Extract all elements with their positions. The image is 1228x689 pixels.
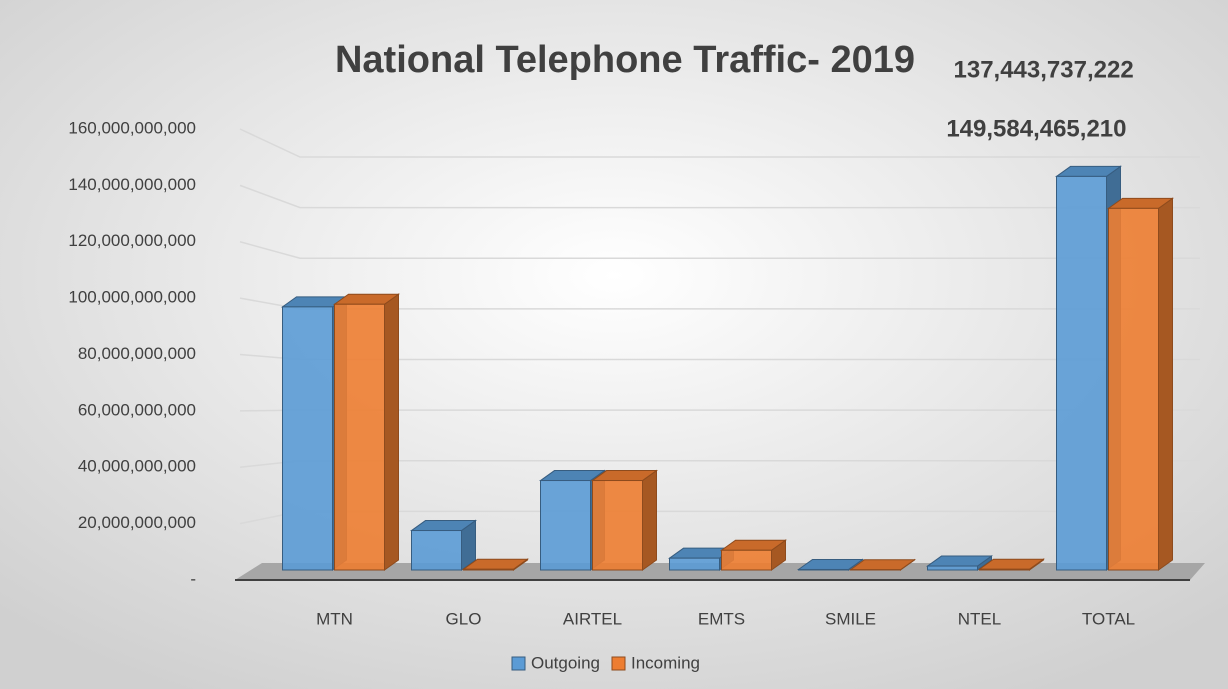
bar	[411, 530, 462, 571]
x-tick-label: NTEL	[958, 609, 1001, 628]
y-tick-label: 80,000,000,000	[78, 344, 196, 363]
x-tick-label: AIRTEL	[563, 609, 622, 628]
bar-side	[384, 293, 399, 571]
y-tick-label: 40,000,000,000	[78, 457, 196, 476]
data-label: 137,443,737,222	[954, 57, 1134, 84]
bar-side	[642, 469, 657, 571]
bar	[1108, 207, 1159, 571]
bar	[592, 480, 643, 571]
bar	[282, 306, 333, 571]
grid-line	[239, 184, 1200, 209]
legend-label: Incoming	[631, 653, 700, 672]
y-tick-label: 140,000,000,000	[68, 175, 196, 194]
x-tick-label: GLO	[446, 609, 482, 628]
y-tick-label: -	[190, 569, 196, 588]
grid-line	[239, 128, 1200, 158]
x-tick-label: SMILE	[825, 609, 876, 628]
y-tick-label: 60,000,000,000	[78, 400, 196, 419]
bar	[721, 549, 772, 571]
y-tick-label: 100,000,000,000	[68, 288, 196, 307]
bar	[463, 568, 514, 571]
bar	[798, 568, 849, 571]
y-tick-label: 160,000,000,000	[68, 118, 196, 137]
legend-swatch	[511, 656, 526, 671]
bar	[927, 565, 978, 571]
legend-label: Outgoing	[531, 653, 600, 672]
bar-side	[1158, 197, 1173, 571]
chart-title: National Telephone Traffic- 2019	[335, 39, 915, 81]
y-tick-label: 120,000,000,000	[68, 231, 196, 250]
legend-swatch	[611, 656, 626, 671]
x-tick-label: TOTAL	[1082, 609, 1135, 628]
data-label: 149,584,465,210	[946, 116, 1126, 143]
bar	[540, 480, 591, 571]
bar	[979, 568, 1030, 571]
bar	[1056, 175, 1107, 571]
grid-line	[239, 241, 1200, 259]
x-tick-label: EMTS	[698, 609, 745, 628]
y-tick-label: 20,000,000,000	[78, 513, 196, 532]
bar	[669, 557, 720, 571]
x-tick-label: MTN	[316, 609, 353, 628]
bar	[334, 303, 385, 571]
